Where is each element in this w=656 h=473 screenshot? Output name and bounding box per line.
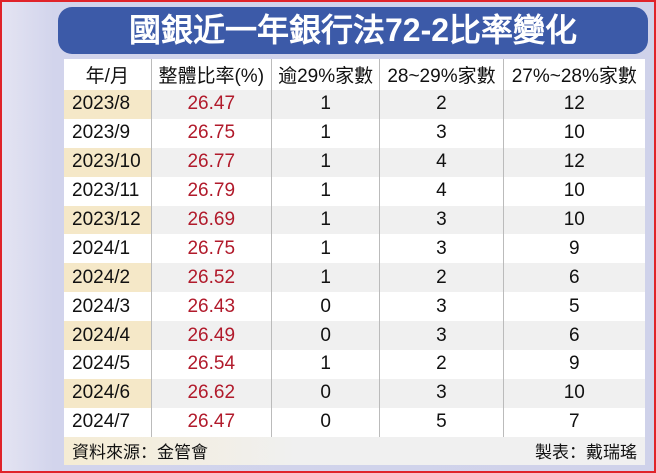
column-header: 逾29%家數 xyxy=(270,59,380,90)
author-note: 製表：戴瑞瑤 xyxy=(535,443,637,463)
table-cell: 5 xyxy=(502,292,645,322)
table-cell: 4 xyxy=(379,147,504,177)
table-cell: 0 xyxy=(270,407,380,437)
table-cell: 1 xyxy=(270,350,380,379)
table-cell: 1 xyxy=(270,118,380,148)
table-cell: 26.79 xyxy=(150,176,272,206)
table-cell: 3 xyxy=(379,321,504,351)
table-cell: 2024/4 xyxy=(64,321,152,351)
table-cell: 3 xyxy=(379,118,504,148)
table-row: 2024/1 26.75 1 3 9 xyxy=(64,234,645,264)
table-cell: 26.69 xyxy=(150,205,272,235)
table-cell: 1 xyxy=(270,234,380,264)
table-cell: 0 xyxy=(270,292,380,322)
table-cell: 26.43 xyxy=(150,292,272,322)
table-cell: 2023/8 xyxy=(64,90,152,119)
table-row: 2024/2 26.52 1 2 6 xyxy=(64,263,645,293)
column-header: 年/月 xyxy=(85,66,129,87)
table-cell: 3 xyxy=(379,234,504,264)
table-row: 2024/5 26.54 1 2 9 xyxy=(64,350,645,379)
table-row: 2024/3 26.43 0 3 5 xyxy=(64,292,645,322)
table-cell: 2024/6 xyxy=(64,378,152,408)
table-cell: 9 xyxy=(502,234,645,264)
table-row: 2023/10 26.77 1 4 12 xyxy=(64,147,645,177)
table-cell: 1 xyxy=(270,176,380,206)
page-title: 國銀近一年銀行法72-2比率變化 xyxy=(58,7,648,54)
table-cell: 5 xyxy=(379,407,504,437)
table-cell: 1 xyxy=(270,147,380,177)
table-cell: 2023/11 xyxy=(72,180,140,202)
table-cell: 2024/1 xyxy=(72,237,131,259)
table-cell: 26.75 xyxy=(150,234,272,264)
table-cell: 1 xyxy=(270,205,380,235)
table-row: 2024/4 26.49 0 3 6 xyxy=(64,321,645,351)
table-cell: 2023/9 xyxy=(72,122,131,144)
table-row: 2024/6 26.62 0 3 10 xyxy=(64,378,645,408)
data-table: 年/月 整體比率(%) 逾29%家數 28~29%家數 27%~28%家數 2023/8… xyxy=(64,59,645,465)
table-cell: 2023/12 xyxy=(64,205,152,235)
table-cell: 2024/7 xyxy=(72,411,131,433)
table-row: 2023/9 26.75 1 3 10 xyxy=(64,118,645,148)
table-footer: 資料來源：金管會 製表：戴瑞瑤 xyxy=(64,436,645,465)
table-cell: 26.77 xyxy=(150,147,272,177)
table-cell: 10 xyxy=(502,118,645,148)
table-cell: 7 xyxy=(502,407,645,437)
table-cell: 26.62 xyxy=(150,378,272,408)
table-cell: 2023/10 xyxy=(64,147,152,177)
table-cell: 26.47 xyxy=(150,407,272,437)
table-cell: 26.49 xyxy=(150,321,272,351)
table-cell: 6 xyxy=(502,321,645,351)
table-cell: 26.47 xyxy=(150,90,272,119)
table-cell: 0 xyxy=(270,378,380,408)
table-cell: 2024/5 xyxy=(72,353,131,375)
table-cell: 2024/3 xyxy=(72,295,131,317)
column-header: 28~29%家數 xyxy=(379,59,504,90)
table-cell: 2 xyxy=(379,350,504,379)
table-cell: 4 xyxy=(379,176,504,206)
table-cell: 26.75 xyxy=(150,118,272,148)
table-header: 年/月 整體比率(%) 逾29%家數 28~29%家數 27%~28%家數 xyxy=(64,59,645,90)
table-cell: 6 xyxy=(502,263,645,293)
table-cell: 1 xyxy=(270,263,380,293)
table-cell: 10 xyxy=(502,205,645,235)
table-cell: 3 xyxy=(379,378,504,408)
table-cell: 10 xyxy=(502,378,645,408)
table-cell: 26.52 xyxy=(150,263,272,293)
source-note: 資料來源：金管會 xyxy=(72,443,208,463)
table-row: 2024/7 26.47 0 5 7 xyxy=(64,407,645,437)
table-cell: 3 xyxy=(379,292,504,322)
table-cell: 12 xyxy=(502,90,645,119)
column-header: 整體比率(%) xyxy=(150,59,272,90)
table-cell: 2 xyxy=(379,263,504,293)
table-cell: 12 xyxy=(502,147,645,177)
table-row: 2023/8 26.47 1 2 12 xyxy=(64,90,645,119)
table-cell: 10 xyxy=(502,176,645,206)
table-cell: 9 xyxy=(502,350,645,379)
table-cell: 26.54 xyxy=(150,350,272,379)
table-cell: 3 xyxy=(379,205,504,235)
table-cell: 0 xyxy=(270,321,380,351)
table-cell: 2024/2 xyxy=(64,263,152,293)
column-header: 27%~28%家數 xyxy=(502,59,645,90)
table-cell: 2 xyxy=(379,90,504,119)
table-row: 2023/11 26.79 1 4 10 xyxy=(64,176,645,206)
table-row: 2023/12 26.69 1 3 10 xyxy=(64,205,645,235)
table-cell: 1 xyxy=(270,90,380,119)
